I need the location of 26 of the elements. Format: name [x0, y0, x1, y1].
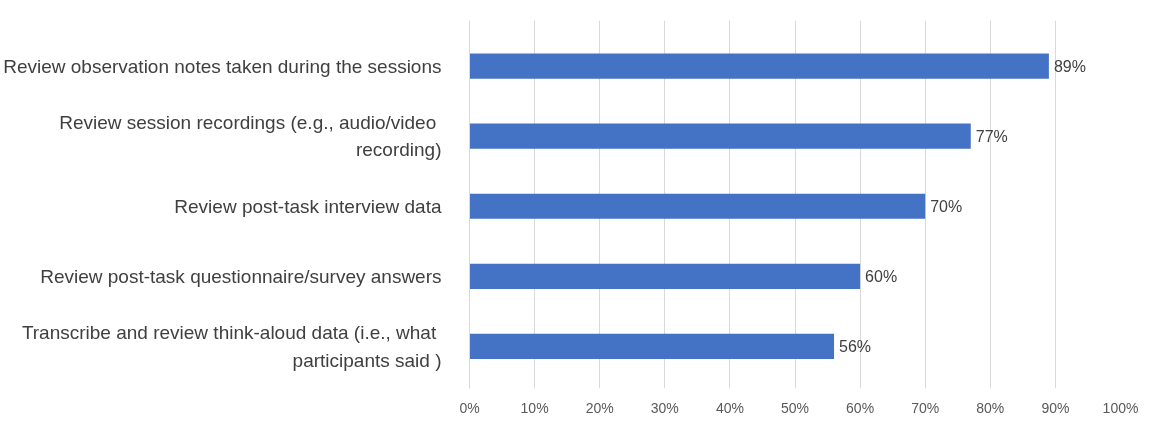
data-label: 56% [839, 337, 872, 355]
y-tick-label: Transcribe and review think-aloud data (i.e., what participants said ) [21, 322, 442, 371]
data-label: 77% [975, 127, 1008, 145]
y-tick-label: Review post-task interview data [174, 195, 442, 217]
x-tick-label: 30% [650, 399, 679, 416]
x-tick-label: 10% [520, 399, 549, 416]
y-tick-label: Review post-task questionnaire/survey answers [40, 265, 442, 287]
x-tick-label: 70% [911, 399, 940, 416]
x-tick-label: 80% [976, 399, 1005, 416]
x-tick-label: 40% [715, 399, 744, 416]
x-tick-label: 60% [846, 399, 875, 416]
bar [469, 53, 1049, 79]
x-tick-label: 0% [459, 399, 480, 416]
x-tick-label: 100% [1102, 399, 1139, 416]
y-tick-label: Review session recordings (e.g., audio/video recording) [59, 112, 442, 161]
bar [469, 263, 861, 289]
data-label: 60% [865, 267, 898, 285]
data-label: 89% [1053, 57, 1086, 75]
bar [469, 333, 835, 360]
x-tick-label: 90% [1041, 399, 1070, 416]
bar [469, 123, 971, 149]
data-label: 70% [930, 197, 963, 215]
y-tick-label: Review observation notes taken during the sessions [3, 55, 442, 77]
x-tick-label: 50% [780, 399, 810, 416]
bar [469, 193, 926, 219]
x-tick-label: 20% [585, 399, 614, 416]
